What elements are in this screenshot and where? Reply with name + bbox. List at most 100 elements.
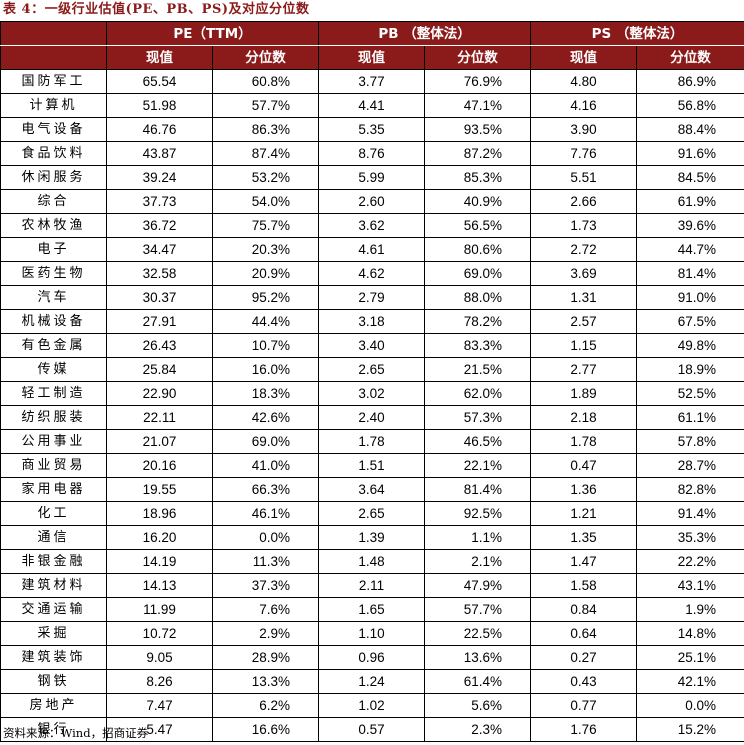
industry-name: 化工	[0, 501, 107, 526]
industry-name: 通信	[0, 525, 107, 550]
table-row: 非银金融 14.19 11.3% 1.48 2.1% 1.47 22.2%	[0, 549, 744, 574]
industry-name: 汽车	[0, 285, 107, 310]
pe-percentile: 41.0%	[212, 453, 319, 478]
header-pb: PB （整体法）	[317, 21, 532, 46]
pb-percentile: 22.1%	[423, 453, 532, 478]
pb-percentile: 85.3%	[423, 165, 532, 190]
pe-value: 11.99	[106, 597, 213, 622]
ps-percentile: 25.1%	[636, 645, 744, 670]
ps-value: 0.47	[530, 453, 638, 478]
ps-percentile: 1.9%	[636, 597, 744, 622]
pe-percentile: 37.3%	[212, 573, 319, 598]
pb-value: 1.02	[318, 693, 425, 718]
ps-percentile: 84.5%	[636, 165, 744, 190]
ps-percentile: 15.2%	[636, 717, 744, 742]
industry-name: 钢铁	[0, 669, 107, 694]
table-row: 公用事业 21.07 69.0% 1.78 46.5% 1.78 57.8%	[0, 429, 744, 454]
pe-percentile: 20.3%	[212, 237, 319, 262]
pe-value: 46.76	[106, 117, 213, 142]
pb-percentile: 87.2%	[423, 141, 532, 166]
ps-value: 1.36	[530, 477, 638, 502]
pb-percentile: 61.4%	[423, 669, 532, 694]
ps-value: 1.47	[530, 549, 638, 574]
pe-percentile: 57.7%	[212, 93, 319, 118]
industry-name: 银行	[0, 717, 107, 742]
table-title: 表 4：一级行业估值(PE、PB、PS)及对应分位数	[3, 2, 310, 17]
ps-percentile: 82.8%	[636, 477, 744, 502]
pb-percentile: 13.6%	[423, 645, 532, 670]
ps-value: 4.16	[530, 93, 638, 118]
header-pe-value: 现值	[106, 45, 213, 70]
header-pb-value: 现值	[318, 45, 425, 70]
table-row: 轻工制造 22.90 18.3% 3.02 62.0% 1.89 52.5%	[0, 381, 744, 406]
pb-percentile: 2.1%	[423, 549, 532, 574]
pb-percentile: 69.0%	[423, 261, 532, 286]
pe-value: 19.55	[106, 477, 213, 502]
pe-value: 30.37	[106, 285, 213, 310]
ps-percentile: 91.4%	[636, 501, 744, 526]
industry-name: 电气设备	[0, 117, 107, 142]
ps-value: 1.76	[530, 717, 638, 742]
pe-value: 39.24	[106, 165, 213, 190]
ps-value: 1.78	[530, 429, 638, 454]
pb-value: 0.57	[318, 717, 425, 742]
industry-name: 公用事业	[0, 429, 107, 454]
table-row: 采掘 10.72 2.9% 1.10 22.5% 0.64 14.8%	[0, 621, 744, 646]
pe-value: 5.47	[106, 717, 213, 742]
ps-percentile: 61.1%	[636, 405, 744, 430]
industry-name: 家用电器	[0, 477, 107, 502]
pb-value: 3.18	[318, 309, 425, 334]
pe-percentile: 44.4%	[212, 309, 319, 334]
pe-value: 10.72	[106, 621, 213, 646]
pe-value: 21.07	[106, 429, 213, 454]
pb-percentile: 81.4%	[423, 477, 532, 502]
ps-value: 3.90	[530, 117, 638, 142]
pb-value: 5.99	[318, 165, 425, 190]
pb-percentile: 46.5%	[423, 429, 532, 454]
ps-percentile: 28.7%	[636, 453, 744, 478]
table-row: 交通运输 11.99 7.6% 1.65 57.7% 0.84 1.9%	[0, 597, 744, 622]
header-pe-pct: 分位数	[212, 45, 319, 70]
table-row: 电子 34.47 20.3% 4.61 80.6% 2.72 44.7%	[0, 237, 744, 262]
industry-name: 电子	[0, 237, 107, 262]
industry-name: 计算机	[0, 93, 107, 118]
industry-name: 农林牧渔	[0, 213, 107, 238]
pe-percentile: 13.3%	[212, 669, 319, 694]
pe-value: 20.16	[106, 453, 213, 478]
header-ps-pct: 分位数	[636, 45, 744, 70]
pb-value: 2.65	[318, 501, 425, 526]
pe-value: 22.11	[106, 405, 213, 430]
table-row: 建筑装饰 9.05 28.9% 0.96 13.6% 0.27 25.1%	[0, 645, 744, 670]
pe-percentile: 54.0%	[212, 189, 319, 214]
ps-value: 2.57	[530, 309, 638, 334]
pe-percentile: 6.2%	[212, 693, 319, 718]
ps-value: 2.18	[530, 405, 638, 430]
ps-value: 1.89	[530, 381, 638, 406]
pb-percentile: 88.0%	[423, 285, 532, 310]
pb-percentile: 80.6%	[423, 237, 532, 262]
table-row: 银行 5.47 16.6% 0.57 2.3% 1.76 15.2%	[0, 717, 744, 742]
industry-name: 采掘	[0, 621, 107, 646]
header-ps: PS （整体法）	[530, 21, 744, 46]
pb-percentile: 57.3%	[423, 405, 532, 430]
pe-value: 65.54	[106, 69, 213, 94]
table-row: 通信 16.20 0.0% 1.39 1.1% 1.35 35.3%	[0, 525, 744, 550]
pb-value: 1.65	[318, 597, 425, 622]
ps-percentile: 52.5%	[636, 381, 744, 406]
pb-percentile: 56.5%	[423, 213, 532, 238]
table-row: 国防军工 65.54 60.8% 3.77 76.9% 4.80 86.9%	[0, 69, 744, 94]
ps-value: 1.21	[530, 501, 638, 526]
ps-value: 0.43	[530, 669, 638, 694]
pb-value: 3.77	[318, 69, 425, 94]
ps-value: 1.35	[530, 525, 638, 550]
ps-value: 1.73	[530, 213, 638, 238]
pb-percentile: 22.5%	[423, 621, 532, 646]
table-row: 化工 18.96 46.1% 2.65 92.5% 1.21 91.4%	[0, 501, 744, 526]
pe-value: 51.98	[106, 93, 213, 118]
table-row: 农林牧渔 36.72 75.7% 3.62 56.5% 1.73 39.6%	[0, 213, 744, 238]
pe-percentile: 18.3%	[212, 381, 319, 406]
pe-value: 14.19	[106, 549, 213, 574]
ps-percentile: 22.2%	[636, 549, 744, 574]
table-row: 房地产 7.47 6.2% 1.02 5.6% 0.77 0.0%	[0, 693, 744, 718]
pe-percentile: 42.6%	[212, 405, 319, 430]
